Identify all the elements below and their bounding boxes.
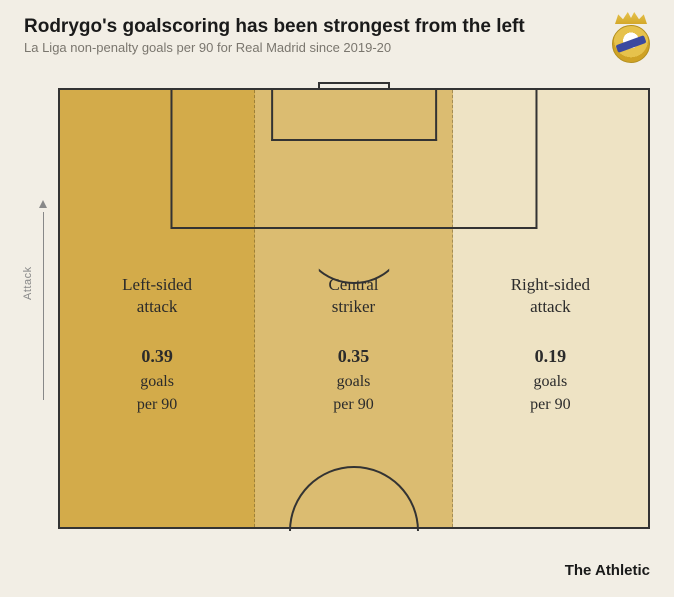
shield-icon: [612, 25, 650, 63]
pitch-container: Left-sidedattack0.39goalsper 90Centralst…: [58, 88, 650, 529]
source-credit: The Athletic: [565, 562, 650, 579]
chart-subtitle: La Liga non-penalty goals per 90 for Rea…: [24, 40, 650, 55]
axis-label: Attack: [22, 266, 34, 300]
crown-icon: [615, 12, 647, 24]
header: Rodrygo's goalscoring has been strongest…: [0, 0, 674, 63]
arrow-up-icon: [39, 200, 47, 208]
chart-title: Rodrygo's goalscoring has been strongest…: [24, 16, 650, 38]
zone-stat-left: 0.39goalsper 90: [60, 343, 254, 415]
zone-label-left: Left-sidedattack: [60, 274, 254, 320]
club-crest-icon: [612, 12, 650, 64]
zone-stat-center: 0.35goalsper 90: [255, 343, 452, 415]
axis-line: [43, 212, 44, 400]
attack-axis: Attack: [36, 200, 50, 400]
zone-label-right: Right-sidedattack: [453, 274, 648, 320]
zone-stat-right: 0.19goalsper 90: [453, 343, 648, 415]
six-yard-box: [271, 88, 437, 141]
